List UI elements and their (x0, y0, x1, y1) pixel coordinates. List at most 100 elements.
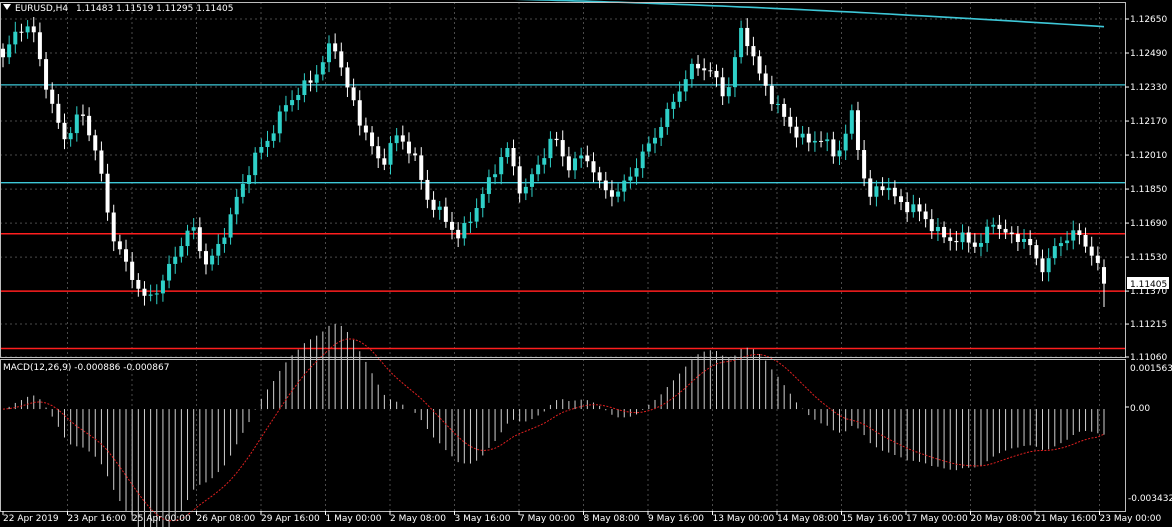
candle-body (1083, 234, 1088, 247)
candle-body (911, 204, 916, 213)
candle-body (529, 174, 534, 187)
candle-body (769, 85, 774, 105)
candle-body (87, 115, 92, 136)
candle-body (536, 164, 541, 175)
macd-label: MACD(12,26,9) -0.000886 -0.000867 (3, 363, 169, 373)
candle-body (794, 126, 799, 138)
candle-body (788, 116, 793, 127)
candle-body (1003, 228, 1008, 233)
candle-body (751, 46, 756, 57)
candle-body (240, 183, 245, 197)
candle-body (1015, 234, 1020, 242)
price-tick-label: 1.11690 (1130, 219, 1167, 229)
candle-body (413, 153, 418, 156)
candle-body (868, 178, 873, 197)
candle-body (419, 155, 424, 180)
candle-body (302, 80, 307, 96)
candle-body (50, 89, 55, 104)
time-tick-label: 21 May 16:00 (1035, 514, 1097, 524)
candle-body (25, 26, 30, 33)
candle-body (450, 221, 455, 230)
candle-body (899, 196, 904, 203)
price-axis: 1.12650 1.12490 1.12330 1.12170 1.12010 1.118… (1125, 15, 1167, 363)
candle-body (437, 206, 442, 210)
candle-body (1034, 245, 1039, 259)
candle-body (591, 161, 596, 173)
candle-body (308, 80, 313, 83)
horizontal-levels[interactable] (0, 84, 1125, 350)
candle-body (99, 150, 104, 174)
candle-body (345, 67, 350, 88)
macd-histogram (8, 323, 1105, 527)
candle-body (819, 140, 824, 142)
candle-body (431, 199, 436, 210)
candle-body (320, 62, 325, 75)
candle-body (191, 227, 196, 231)
candle-body (456, 229, 461, 239)
candle-body (160, 280, 165, 294)
candle-body (486, 177, 491, 194)
current-price-label: 1.11405 (1130, 280, 1167, 290)
candle-body (363, 125, 368, 133)
macd-signal (2, 338, 1105, 522)
macd-tick-top: 0.001563 (1130, 364, 1172, 374)
time-axis: 22 Apr 2019 23 Apr 16:00 25 Apr 00:00 26 Ap… (2, 511, 1162, 524)
candle-body (1077, 230, 1082, 235)
candle-body (283, 105, 288, 112)
candle-body (1028, 238, 1033, 246)
candle-body (585, 155, 590, 162)
candle-body (474, 208, 479, 222)
candle-body (689, 63, 694, 80)
price-tick-label: 1.12170 (1130, 117, 1167, 127)
candle-body (954, 240, 959, 243)
candle-body (370, 132, 375, 147)
candle-body (523, 186, 528, 194)
candle-body (505, 148, 510, 158)
candle-body (443, 206, 448, 222)
price-tick-label: 1.12650 (1130, 15, 1167, 25)
price-tick-label: 1.11060 (1130, 353, 1167, 363)
candle-body (333, 43, 338, 52)
candle-body (80, 114, 85, 116)
candle-body (406, 141, 411, 154)
moving-average (514, 0, 1105, 28)
candle-body (271, 133, 276, 141)
candle-body (62, 122, 67, 140)
candle-body (849, 110, 854, 134)
candle-body (659, 126, 664, 138)
candle-body (357, 100, 362, 126)
candle-body (702, 68, 707, 71)
candle-body (573, 158, 578, 171)
macd-tick-zero: 0.00 (1130, 404, 1150, 414)
symbol-dropdown-icon[interactable] (3, 4, 11, 10)
candle-body (566, 156, 571, 171)
candle-body (831, 139, 836, 157)
candle-body (892, 187, 897, 197)
candle-body (197, 227, 202, 252)
candle-body (646, 143, 651, 152)
price-tick-label: 1.12010 (1130, 151, 1167, 161)
candle-body (997, 224, 1002, 229)
price-tick-label: 1.12330 (1130, 83, 1167, 93)
candle-body (1046, 258, 1051, 273)
candle-body (493, 174, 498, 178)
time-tick-label: 23 May 00:00 (1100, 514, 1162, 524)
candle-body (1065, 240, 1070, 244)
time-tick-label: 8 May 08:00 (584, 514, 640, 524)
candle-body (499, 157, 504, 175)
candle-body (351, 87, 356, 101)
candle-body (203, 251, 208, 265)
candle-body (148, 294, 153, 296)
candle-body (130, 261, 135, 280)
candle-body (1009, 232, 1014, 235)
price-tick-label: 1.11215 (1130, 320, 1167, 330)
candle-body (812, 140, 817, 143)
candle-body (37, 32, 42, 60)
candle-body (739, 27, 744, 58)
candle-body (394, 135, 399, 144)
candle-body (732, 57, 737, 88)
candle-body (111, 212, 116, 242)
candle-body (554, 138, 559, 141)
candle-body (13, 31, 18, 45)
